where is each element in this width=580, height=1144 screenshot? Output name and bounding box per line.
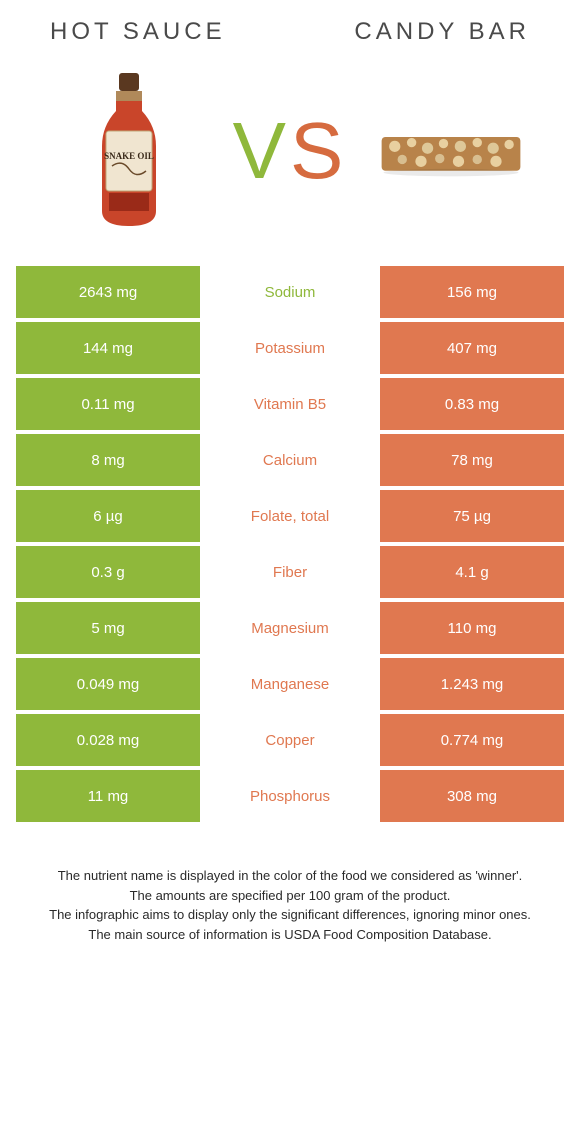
nutrient-label: Vitamin B5 [200, 378, 380, 430]
table-row: 144 mgPotassium407 mg [16, 322, 564, 374]
title-left: HOT SAUCE [50, 18, 226, 46]
value-left: 8 mg [16, 434, 200, 486]
nutrient-label: Folate, total [200, 490, 380, 542]
value-left: 5 mg [16, 602, 200, 654]
nutrient-label: Potassium [200, 322, 380, 374]
candybar-icon [376, 116, 526, 186]
vs-v: V [233, 106, 290, 195]
value-right: 156 mg [380, 266, 564, 318]
images-row: SNAKE OIL VS [0, 46, 580, 266]
nutrient-table: 2643 mgSodium156 mg144 mgPotassium407 mg… [0, 266, 580, 822]
footer-line: The amounts are specified per 100 gram o… [30, 886, 550, 906]
table-row: 0.049 mgManganese1.243 mg [16, 658, 564, 710]
footer-line: The nutrient name is displayed in the co… [30, 866, 550, 886]
footer-line: The infographic aims to display only the… [30, 905, 550, 925]
table-row: 5 mgMagnesium110 mg [16, 602, 564, 654]
value-left: 6 µg [16, 490, 200, 542]
value-left: 11 mg [16, 770, 200, 822]
nutrient-label: Manganese [200, 658, 380, 710]
table-row: 0.028 mgCopper0.774 mg [16, 714, 564, 766]
value-left: 0.028 mg [16, 714, 200, 766]
svg-text:SNAKE OIL: SNAKE OIL [104, 151, 154, 161]
value-right: 110 mg [380, 602, 564, 654]
value-right: 78 mg [380, 434, 564, 486]
nutrient-label: Sodium [200, 266, 380, 318]
title-right: CANDY BAR [354, 18, 530, 46]
value-right: 75 µg [380, 490, 564, 542]
value-left: 0.049 mg [16, 658, 200, 710]
value-left: 144 mg [16, 322, 200, 374]
table-row: 8 mgCalcium78 mg [16, 434, 564, 486]
value-right: 308 mg [380, 770, 564, 822]
nutrient-label: Calcium [200, 434, 380, 486]
value-right: 0.83 mg [380, 378, 564, 430]
table-row: 0.3 gFiber4.1 g [16, 546, 564, 598]
table-row: 2643 mgSodium156 mg [16, 266, 564, 318]
footer-line: The main source of information is USDA F… [30, 925, 550, 945]
table-row: 6 µgFolate, total75 µg [16, 490, 564, 542]
vs-s: S [290, 106, 347, 195]
header: HOT SAUCE CANDY BAR [0, 0, 580, 46]
nutrient-label: Copper [200, 714, 380, 766]
value-right: 4.1 g [380, 546, 564, 598]
vs-label: VS [233, 105, 348, 197]
table-row: 11 mgPhosphorus308 mg [16, 770, 564, 822]
value-left: 2643 mg [16, 266, 200, 318]
footer-notes: The nutrient name is displayed in the co… [0, 826, 580, 944]
value-right: 1.243 mg [380, 658, 564, 710]
nutrient-label: Magnesium [200, 602, 380, 654]
value-left: 0.3 g [16, 546, 200, 598]
value-right: 407 mg [380, 322, 564, 374]
nutrient-label: Fiber [200, 546, 380, 598]
bottle-icon: SNAKE OIL [84, 71, 174, 231]
nutrient-label: Phosphorus [200, 770, 380, 822]
value-left: 0.11 mg [16, 378, 200, 430]
candy-bar-image [376, 71, 526, 231]
table-row: 0.11 mgVitamin B50.83 mg [16, 378, 564, 430]
value-right: 0.774 mg [380, 714, 564, 766]
hot-sauce-image: SNAKE OIL [54, 71, 204, 231]
